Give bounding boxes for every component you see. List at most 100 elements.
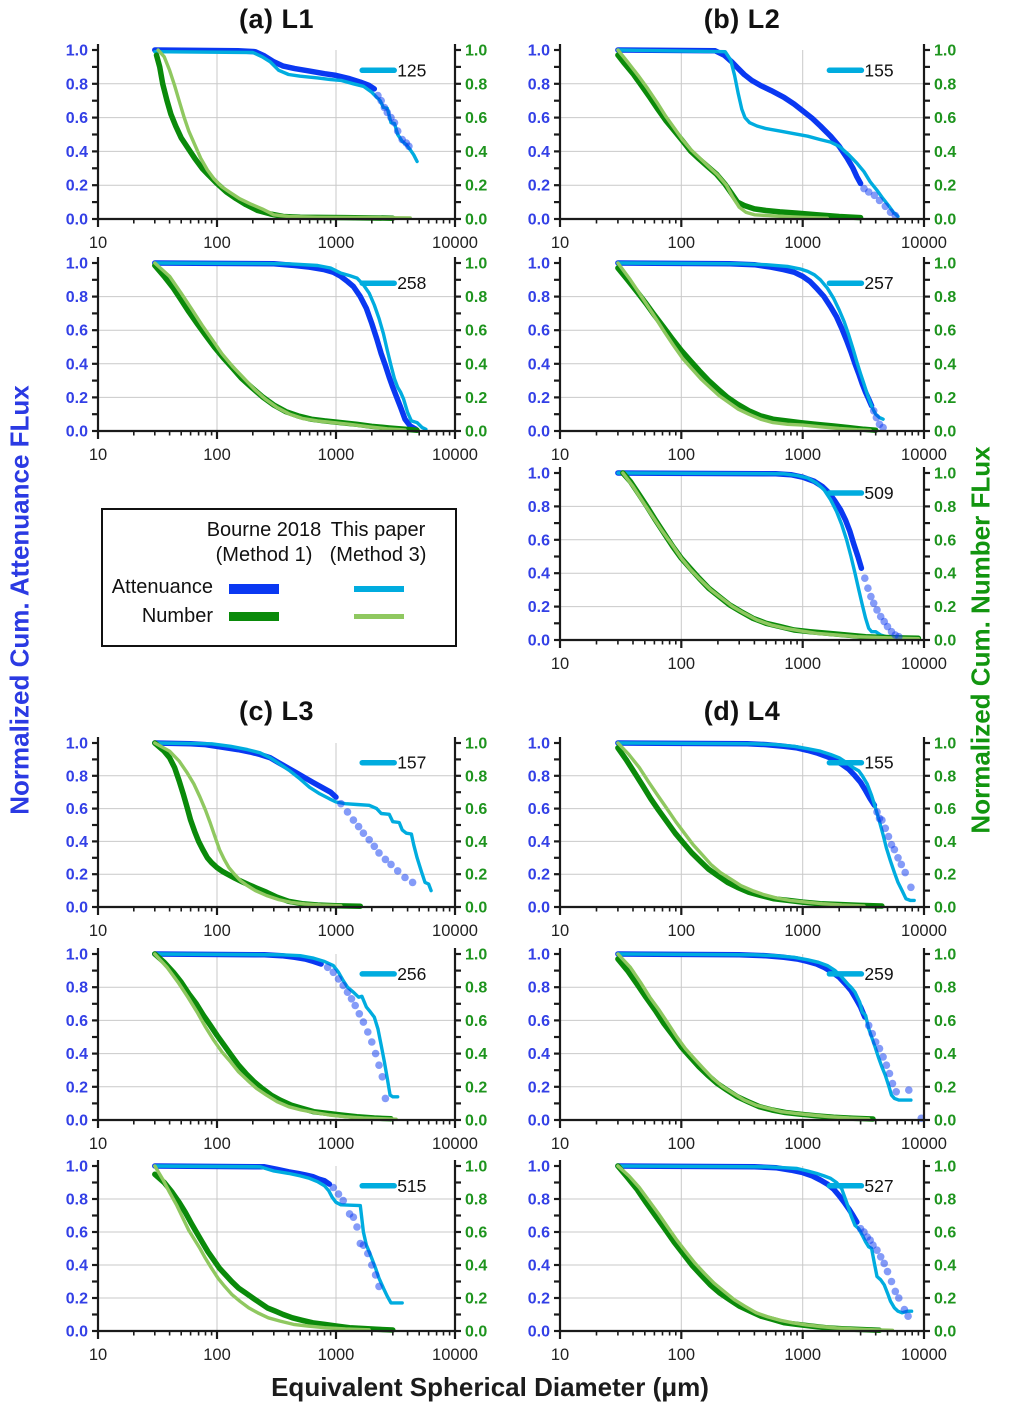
depth-legend-chip: 527 (826, 1176, 894, 1196)
depth-legend-chip: 258 (359, 273, 426, 293)
tick-marks (554, 741, 930, 915)
panel-L3-256: 1.0 1.00.8 0.80.6 0.60.4 0.40.2 0.20.0 0.010 10… (66, 947, 488, 1154)
y-tick-label-left: 0.8 (66, 980, 88, 997)
y-tick-label-left: 0.8 (528, 289, 550, 306)
legend-row-attenuance-label: Attenuance (111, 576, 213, 598)
x-tick-label: 10 (89, 1346, 107, 1364)
x-tick-label: 100 (668, 922, 696, 940)
curves (615, 951, 926, 1123)
x-tick-label: 10 (551, 922, 569, 940)
series-number-method3-line (616, 48, 830, 220)
y-tick-label-right: 0.0 (465, 212, 487, 229)
y-tick-label-left: 0.2 (528, 1291, 550, 1308)
panel-L3-157: 1.0 1.00.8 0.80.6 0.60.4 0.40.2 0.20.0 0.010 10… (66, 736, 488, 941)
legend-row-number-label: Number (141, 605, 213, 627)
y-tick-label-right: 0.0 (934, 1324, 956, 1341)
axes (96, 44, 457, 221)
curves (615, 470, 922, 642)
x-tick-label: 100 (668, 1346, 696, 1364)
y-tick-label-right: 0.6 (934, 801, 956, 818)
series-attenuance-method1-dots (860, 184, 900, 220)
series-attenuance-method1-dots (873, 808, 915, 892)
tick-marks (92, 952, 461, 1128)
y-tick-label-left: 0.4 (528, 144, 550, 161)
series-number-method1-line (152, 1171, 396, 1333)
y-tick-label-right: 0.0 (465, 900, 487, 917)
x-tick-label: 1000 (318, 1346, 355, 1364)
gridlines (560, 954, 924, 1120)
x-tick-label: 10 (551, 234, 569, 252)
y-tick-label-right: 0.4 (934, 1258, 956, 1275)
series-attenuance-method3-line (153, 952, 400, 1099)
y-tick-label-left: 0.6 (528, 110, 550, 127)
x-tick-label: 10000 (901, 234, 947, 252)
x-tick-label: 10000 (901, 446, 947, 464)
y-tick-label-left: 0.0 (528, 900, 550, 917)
series-number-method1-line (615, 52, 864, 221)
series-number-method3-line (156, 48, 412, 220)
x-tick-label: 1000 (784, 1135, 821, 1153)
legend-box: Bourne 2018 (Method 1) This paper (Metho… (101, 508, 457, 647)
y-tick-label-left: 0.0 (66, 1113, 88, 1130)
y-tick-label-left: 0.6 (66, 801, 88, 818)
depth-label: 125 (397, 60, 426, 80)
y-tick-label-left: 1.0 (66, 736, 88, 753)
series-attenuance-method1-line (615, 47, 864, 187)
y-tick-label-left: 0.6 (66, 110, 88, 127)
tick-labels: 1.0 1.00.8 0.80.6 0.60.4 0.40.2 0.20.0 0.010 10… (66, 43, 488, 253)
curves (615, 260, 887, 433)
y-tick-label-left: 0.0 (528, 212, 550, 229)
tick-labels: 1.0 1.00.8 0.80.6 0.60.4 0.40.2 0.20.0 0.010 10… (528, 736, 957, 941)
y-axis-label-attenuance: Normalized Cum. Attenuance FLux (4, 385, 35, 815)
y-tick-label-left: 0.6 (528, 1225, 550, 1242)
x-tick-label: 100 (203, 1135, 231, 1153)
depth-label: 257 (864, 273, 893, 293)
depth-label: 509 (864, 483, 893, 503)
x-tick-label: 100 (203, 1346, 231, 1364)
series-attenuance-method1-dots (337, 799, 417, 887)
curves (152, 1163, 404, 1333)
y-tick-label-left: 0.8 (528, 980, 550, 997)
depth-legend-chip: 509 (826, 483, 894, 503)
curves (152, 740, 433, 909)
x-tick-label: 10000 (901, 922, 947, 940)
depth-label: 155 (864, 753, 893, 773)
y-tick-label-right: 0.0 (934, 212, 956, 229)
depth-legend-chip: 155 (826, 753, 894, 773)
y-tick-label-left: 0.8 (66, 1192, 88, 1209)
y-tick-label-right: 1.0 (934, 256, 956, 273)
y-tick-label-right: 0.0 (465, 1324, 487, 1341)
y-tick-label-right: 0.6 (934, 110, 956, 127)
y-tick-label-right: 0.0 (934, 900, 956, 917)
y-tick-label-right: 0.2 (934, 867, 956, 884)
y-tick-label-right: 1.0 (934, 466, 956, 483)
y-tick-label-left: 1.0 (528, 736, 550, 753)
series-attenuance-method1-dots (329, 1183, 383, 1291)
x-tick-label: 10000 (901, 655, 947, 673)
y-tick-label-right: 0.0 (465, 1113, 487, 1130)
y-tick-label-left: 0.6 (528, 801, 550, 818)
y-tick-label-left: 0.2 (66, 1079, 88, 1096)
y-tick-label-right: 0.6 (465, 1225, 487, 1242)
y-tick-label-left: 1.0 (66, 256, 88, 273)
series-number-method3-line (616, 1164, 895, 1333)
y-tick-label-left: 0.0 (66, 424, 88, 441)
x-tick-label: 1000 (784, 446, 821, 464)
x-tick-label: 10000 (432, 1346, 478, 1364)
y-tick-label-right: 0.2 (465, 178, 487, 195)
series-attenuance-method1-dots (856, 1224, 912, 1320)
y-tick-label-right: 0.8 (934, 768, 956, 785)
y-tick-label-left: 0.0 (66, 900, 88, 917)
y-tick-label-right: 0.8 (934, 499, 956, 516)
series-attenuance-method3-line (616, 471, 895, 641)
y-tick-label-left: 0.0 (528, 424, 550, 441)
x-tick-label: 100 (203, 922, 231, 940)
x-axis-label: Equivalent Spherical Diameter (μm) (271, 1372, 709, 1402)
y-tick-label-right: 0.6 (934, 1013, 956, 1030)
axes (558, 467, 926, 642)
y-tick-label-left: 0.6 (528, 532, 550, 549)
y-tick-label-right: 0.2 (934, 599, 956, 616)
tick-labels: 1.0 1.00.8 0.80.6 0.60.4 0.40.2 0.20.0 0.010 10… (66, 256, 488, 465)
series-attenuance-method3-line (616, 261, 885, 421)
tick-labels: 1.0 1.00.8 0.80.6 0.60.4 0.40.2 0.20.0 0.010 10… (66, 1159, 488, 1365)
